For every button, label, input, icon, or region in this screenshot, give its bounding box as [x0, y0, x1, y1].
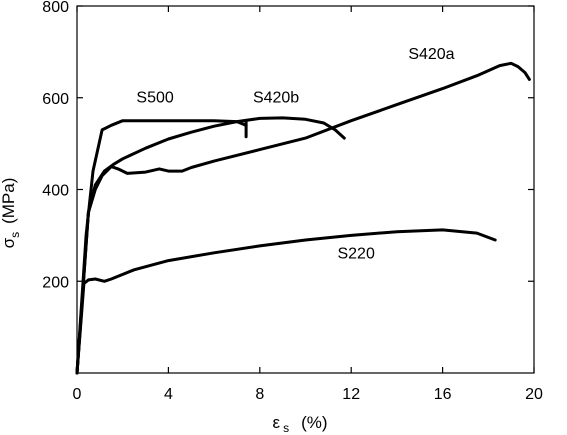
- axis-ticks: 0 4 8 12 16 20 200 400 600 800: [42, 0, 543, 403]
- y-tick-label: 400: [42, 183, 69, 200]
- series-line-s220: [75, 228, 497, 375]
- y-tick-label: 200: [42, 274, 69, 291]
- y-tick-label: 800: [42, 0, 69, 16]
- series-line-s500: [75, 119, 248, 375]
- x-axis-subscript: s: [283, 421, 289, 435]
- series-label-s420b: S420b: [253, 89, 299, 106]
- x-tick-label: 12: [342, 386, 360, 403]
- x-tick-label: 0: [73, 386, 82, 403]
- y-axis-symbol: σ: [0, 237, 18, 248]
- series-annotations: S220 S420a S420b S500: [136, 46, 454, 263]
- series-lines: [75, 61, 531, 375]
- series-label-s420a: S420a: [408, 46, 454, 63]
- y-axis-subscript: s: [8, 232, 22, 238]
- y-tick-label: 600: [42, 91, 69, 108]
- series-line-s420a: [75, 61, 531, 375]
- x-tick-label: 16: [434, 386, 452, 403]
- series-label-s500: S500: [136, 89, 173, 106]
- plot-frame: [76, 5, 535, 374]
- x-tick-label: 20: [525, 386, 543, 403]
- y-axis-unit: (MPa): [0, 178, 18, 224]
- x-tick-label: 4: [164, 386, 173, 403]
- x-tick-label: 8: [255, 386, 264, 403]
- x-axis-symbol: ε: [272, 413, 280, 432]
- y-axis-title: σs (MPa): [0, 178, 22, 249]
- x-axis-unit: (%): [301, 413, 327, 432]
- x-axis-title: ε s (%): [272, 413, 327, 435]
- series-line-s420b: [75, 116, 346, 375]
- y-axis-title-text: σs (MPa): [0, 178, 22, 249]
- series-label-s220: S220: [337, 245, 374, 262]
